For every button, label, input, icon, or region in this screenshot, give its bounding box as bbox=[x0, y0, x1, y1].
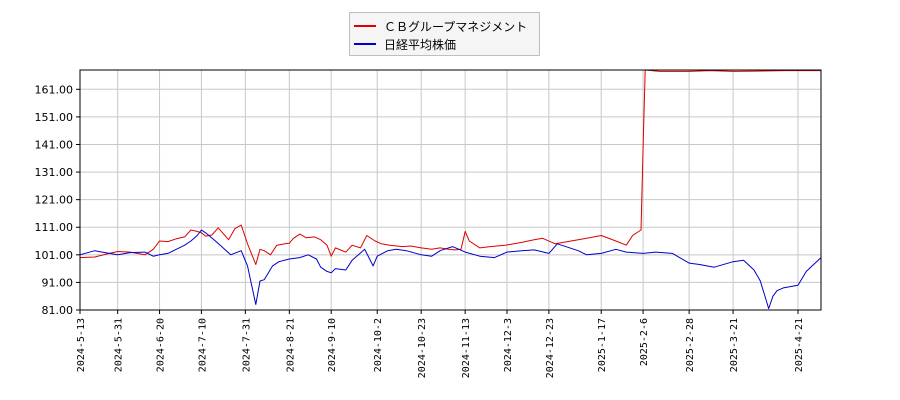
y-tick-label: 131.00 bbox=[35, 166, 74, 179]
x-tick-label: 2024-7-10 bbox=[197, 318, 208, 372]
series-lines bbox=[79, 69, 822, 310]
plot-area bbox=[80, 70, 821, 310]
y-tick-label: 81.00 bbox=[42, 304, 74, 317]
x-tick-label: 2024-8-21 bbox=[285, 318, 296, 372]
legend-entry-cb-group: ＣＢグループマネジメント bbox=[354, 17, 527, 35]
x-tick-label: 2024-11-13 bbox=[461, 318, 472, 378]
x-tick-label: 2025-4-21 bbox=[794, 318, 805, 372]
legend-label: 日経平均株価 bbox=[384, 37, 457, 52]
x-tick-label: 2024-7-31 bbox=[241, 318, 252, 372]
x-tick-label: 2024-10-2 bbox=[373, 318, 384, 372]
x-tick-label: 2024-12-3 bbox=[503, 318, 514, 372]
x-tick-label: 2024-5-13 bbox=[76, 318, 87, 372]
x-tick-label: 2025-1-17 bbox=[597, 318, 608, 372]
x-tick-label: 2025-3-21 bbox=[729, 318, 740, 372]
x-tick-label: 2024-5-31 bbox=[114, 318, 125, 372]
legend-entry-nikkei: 日経平均株価 bbox=[354, 35, 456, 53]
x-tick-label: 2025-2-6 bbox=[639, 318, 650, 366]
grid-lines bbox=[79, 70, 821, 311]
x-tick-label: 2024-6-20 bbox=[156, 318, 167, 372]
x-tick-label: 2025-2-28 bbox=[685, 318, 696, 372]
x-tick-label: 2024-9-10 bbox=[327, 318, 338, 372]
legend-swatch-red bbox=[354, 25, 376, 27]
legend-swatch-blue bbox=[354, 43, 376, 45]
y-tick-label: 141.00 bbox=[35, 138, 74, 151]
legend: ＣＢグループマネジメント 日経平均株価 bbox=[349, 12, 540, 56]
y-tick-label: 161.00 bbox=[35, 83, 74, 96]
y-tick-label: 151.00 bbox=[35, 111, 74, 124]
y-tick-label: 121.00 bbox=[35, 194, 74, 207]
legend-label: ＣＢグループマネジメント bbox=[384, 19, 528, 34]
series-line-1 bbox=[79, 229, 822, 310]
y-axis: 81.00 91.00 101.00 111.00 121.00 131.00 141.00… bbox=[35, 83, 80, 317]
plot-frame bbox=[79, 69, 822, 311]
y-tick-label: 111.00 bbox=[35, 221, 74, 234]
y-tick-label: 91.00 bbox=[42, 276, 74, 289]
x-tick-label: 2024-10-23 bbox=[417, 318, 428, 378]
y-tick-label: 101.00 bbox=[35, 249, 74, 262]
x-tick-label: 2024-12-23 bbox=[545, 318, 556, 378]
x-axis: 2024-5-13 2024-5-31 2024-6-20 2024-7-10 2024… bbox=[76, 310, 805, 378]
